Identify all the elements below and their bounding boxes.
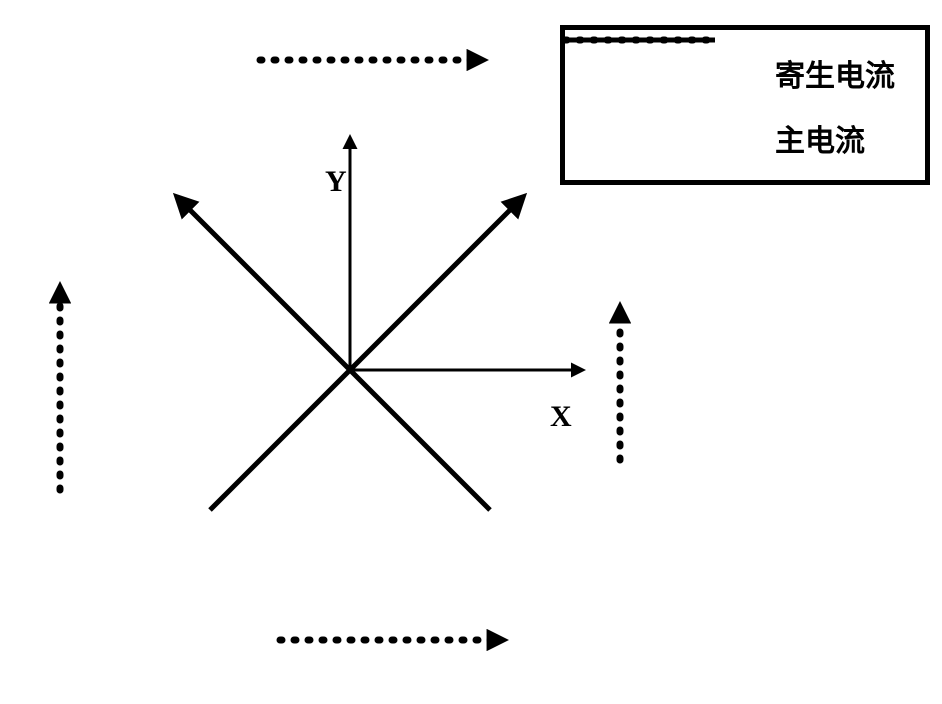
- y-axis-label: Y: [325, 165, 347, 199]
- x-axis-label: X: [550, 400, 572, 434]
- main-current-arrow-0: [180, 200, 490, 510]
- diagram-canvas: 寄生电流主电流 X Y: [0, 0, 942, 704]
- legend-label-1: 主电流: [775, 116, 865, 160]
- legend-label-0: 寄生电流: [775, 51, 895, 95]
- legend-box: 寄生电流主电流: [560, 25, 930, 185]
- main-current-arrow-1: [210, 200, 520, 510]
- legend-sample-solid: [585, 123, 735, 153]
- legend-row-1: 主电流: [585, 116, 905, 160]
- legend-sample-dotted: [585, 58, 735, 88]
- legend-row-0: 寄生电流: [585, 51, 905, 95]
